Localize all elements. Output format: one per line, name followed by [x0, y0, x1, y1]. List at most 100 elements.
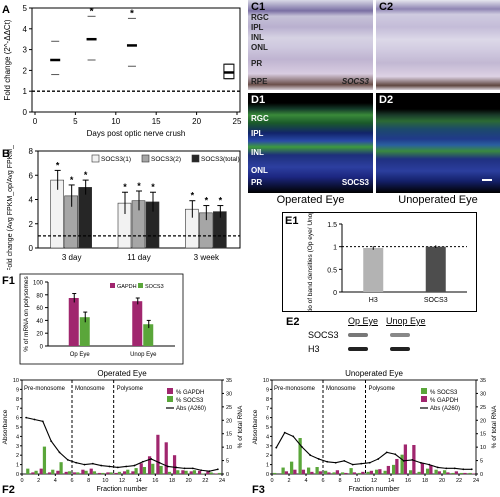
- absorbance-point: [385, 451, 388, 454]
- x-tick-label: 18: [422, 478, 428, 484]
- y-tick-label: 6: [266, 416, 269, 422]
- y2-tick-label: 35: [226, 378, 232, 384]
- bar: [89, 468, 93, 474]
- bar: [217, 472, 222, 474]
- bar: [437, 471, 442, 474]
- caption-operated-eye: Operated Eye: [276, 194, 345, 206]
- category-label: Unop Eye: [130, 352, 157, 358]
- bar: [349, 468, 353, 474]
- bar: [463, 472, 467, 474]
- x-tick-label: 22: [202, 478, 208, 484]
- micrograph-c1: C1 RGC IPL INL ONL PR RPE SOCS3: [248, 0, 373, 90]
- legend-label: SOCS3: [145, 284, 164, 290]
- bar: [164, 442, 168, 474]
- y-tick-label: 9: [266, 387, 269, 393]
- y-tick-label: 60: [36, 306, 43, 312]
- bar: [468, 472, 472, 474]
- x-tick-label: 8: [87, 478, 90, 484]
- x-tick-label: 25: [233, 117, 242, 126]
- bar: [78, 187, 92, 249]
- y-tick-label: 8: [266, 397, 269, 403]
- bar: [147, 456, 152, 474]
- y2-tick-label: 35: [480, 378, 486, 384]
- absorbance-point: [66, 459, 69, 461]
- y2-tick-label: 20: [480, 418, 486, 424]
- y2-tick-label: 25: [480, 405, 486, 411]
- bar: [383, 470, 387, 474]
- bar: [306, 467, 311, 474]
- absorbance-point: [200, 469, 203, 472]
- y-tick-label: 0: [16, 472, 19, 478]
- significance-star: *: [84, 170, 88, 180]
- y2-tick-label: 30: [226, 391, 232, 397]
- bar: [206, 471, 210, 474]
- micrograph-d1: D1 RGC IPL INL ONL PR SOCS3: [248, 93, 373, 193]
- y-tick-label: 4: [29, 196, 34, 205]
- y-tick-label: 5: [266, 425, 269, 431]
- legend-label: % GAPDH: [430, 398, 458, 404]
- y-tick-label: 4: [16, 434, 19, 440]
- bar: [327, 472, 331, 474]
- bar: [101, 472, 105, 474]
- bar: [352, 472, 357, 474]
- absorbance-point: [453, 467, 456, 470]
- absorbance-point: [108, 465, 111, 468]
- x-tick-label: 14: [136, 478, 142, 484]
- bar: [51, 469, 55, 474]
- micrograph-d2: D2: [376, 93, 500, 193]
- y-tick-label: 2: [16, 453, 19, 459]
- absorbance-point: [133, 464, 136, 467]
- y-tick-label: 0: [266, 472, 269, 478]
- bar: [114, 472, 118, 474]
- y-tick-label: 20: [36, 332, 43, 338]
- panel-label-d1: D1: [251, 94, 266, 106]
- y-axis-label: % of mRNA on polysomes: [23, 276, 30, 352]
- category-label: 11 day: [127, 253, 150, 262]
- x-tick-label: 14: [388, 478, 394, 484]
- legend-swatch: [421, 388, 427, 394]
- y-tick-label: 10: [263, 378, 269, 384]
- y-tick-label: 0: [333, 290, 337, 297]
- layer-label-rgc-d1: RGC: [251, 114, 269, 123]
- x-tick-label: 0: [33, 117, 38, 126]
- chart-e1: E1 0 0.5 1 1.5 Ratio of band densities (Op ey…: [282, 212, 477, 312]
- chart-b: B 0 2 4 6 8 Fold change (Avg FPKM_op/Avg FPKM_…: [2, 145, 241, 270]
- y-tick-label: 1: [333, 245, 337, 252]
- bar: [403, 444, 408, 474]
- layer-label-inl: INL: [251, 33, 264, 42]
- bar: [425, 246, 446, 292]
- bar: [374, 469, 379, 474]
- bar: [26, 468, 30, 474]
- bar: [181, 470, 185, 474]
- x-tick-label: 20: [186, 478, 192, 484]
- x-tick-label: 0: [270, 478, 273, 484]
- chart-f2: Operated EyeF201234567891005101520253035…: [2, 369, 244, 496]
- y2-tick-label: 15: [226, 432, 232, 438]
- bar: [39, 468, 43, 474]
- absorbance-point: [402, 459, 405, 462]
- x-tick-label: 10: [102, 478, 108, 484]
- y-tick-label: 0: [40, 345, 44, 351]
- bar: [471, 473, 476, 474]
- bar: [143, 324, 154, 346]
- bar: [84, 470, 88, 474]
- y-axis-label: Absorbance: [2, 409, 9, 444]
- x-tick-label: 20: [439, 478, 445, 484]
- absorbance-point: [25, 416, 28, 419]
- bar: [442, 470, 447, 474]
- bar: [34, 470, 38, 474]
- bar: [386, 465, 391, 474]
- bar: [420, 463, 425, 474]
- y-tick-label: 10: [13, 378, 19, 384]
- y-tick-label: 3: [16, 444, 19, 450]
- layer-label-ipl-d1: IPL: [251, 129, 264, 138]
- legend-label: % GAPDH: [176, 390, 204, 396]
- y-tick-label: 8: [29, 147, 34, 156]
- absorbance-point: [208, 470, 211, 473]
- bar: [117, 471, 122, 474]
- blot-row-h3: H3: [308, 344, 320, 354]
- bar: [67, 471, 72, 474]
- legend-label: SOCS3(total): [201, 156, 240, 163]
- micrograph-c2: C2: [376, 0, 500, 90]
- bar: [106, 472, 110, 474]
